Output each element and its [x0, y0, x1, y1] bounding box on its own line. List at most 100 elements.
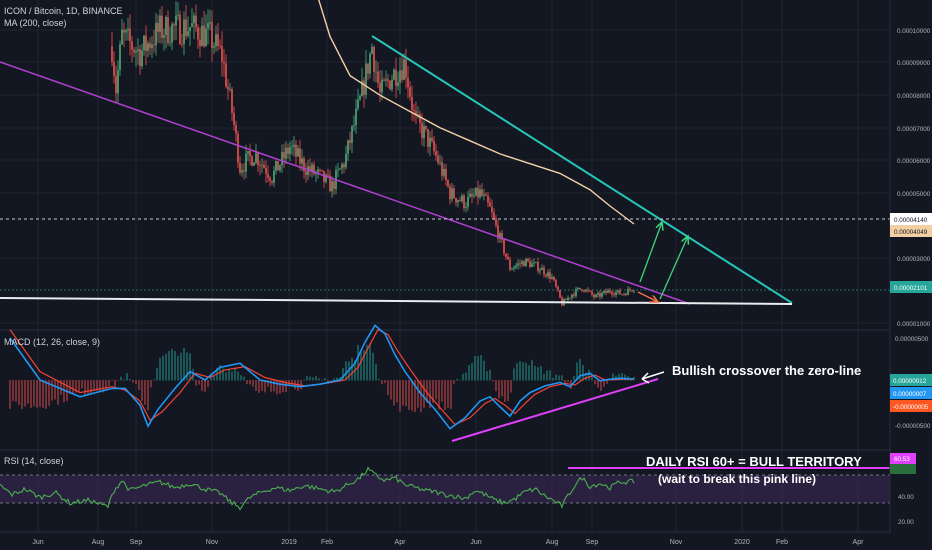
- candle-body: [133, 49, 135, 53]
- price-tick-label: 0.00008000: [897, 93, 931, 100]
- candle-body: [453, 188, 455, 199]
- candle-body: [285, 147, 287, 159]
- macd-histogram-bar: [435, 380, 437, 400]
- macd-histogram-bar: [624, 374, 626, 381]
- candle-body: [203, 25, 205, 47]
- macd-histogram-bar: [87, 380, 89, 394]
- candle-body: [361, 80, 363, 97]
- macd-histogram-bar: [273, 380, 275, 392]
- candle-body: [329, 175, 331, 192]
- macd-histogram-bar: [429, 380, 431, 409]
- macd-histogram-bar: [81, 380, 83, 389]
- candle-body: [437, 155, 439, 163]
- candle-body: [135, 51, 137, 53]
- candle-body: [433, 140, 435, 152]
- candle-body: [231, 89, 233, 113]
- candle-body: [287, 147, 289, 154]
- macd-histogram-bar: [363, 350, 365, 381]
- candle-body: [567, 297, 569, 301]
- candle-body: [185, 19, 187, 36]
- rsi-panel[interactable]: [0, 466, 890, 511]
- rsi-line: [0, 466, 635, 511]
- candle-body: [455, 198, 457, 203]
- macd-histogram-bar: [177, 355, 179, 381]
- candle-body: [629, 288, 631, 291]
- macd-histogram-bar: [168, 351, 170, 381]
- macd-histogram-bar: [555, 374, 557, 381]
- candle-body: [459, 200, 461, 202]
- candle-body: [573, 294, 575, 296]
- macd-tick-label: 0.00000500: [895, 336, 929, 343]
- macd-tick-label: -0.00000500: [895, 423, 931, 430]
- time-tick-label: Nov: [670, 539, 683, 546]
- price-label-badge: [890, 225, 932, 237]
- price-axis[interactable]: [890, 0, 932, 532]
- candle-body: [577, 287, 579, 289]
- candle-body: [423, 125, 425, 139]
- macd-histogram-bar: [396, 380, 398, 403]
- time-axis[interactable]: Jun Aug Sep Nov 2019 Feb Apr Jun Aug Sep Nov 2020 Fe…: [32, 539, 864, 546]
- candle-body: [539, 269, 541, 272]
- macd-histogram-bar: [72, 380, 74, 394]
- price-label-badge: [890, 281, 932, 293]
- macd-histogram-bar: [12, 380, 14, 401]
- candle-body: [271, 180, 273, 183]
- candle-body: [529, 261, 531, 267]
- time-tick-label: Jun: [470, 539, 481, 546]
- macd-histogram-bar: [537, 367, 539, 381]
- macd-histogram-bar: [459, 379, 461, 381]
- price-tick-label: 0.00006000: [897, 158, 931, 165]
- macd-histogram-bar: [90, 380, 92, 394]
- macd-histogram-bar: [27, 380, 29, 404]
- candle-body: [137, 49, 139, 52]
- candle-body: [525, 258, 527, 267]
- candle-body: [281, 152, 283, 166]
- candle-body: [139, 49, 141, 67]
- candle-body: [111, 46, 113, 62]
- macd-histogram-bar: [111, 380, 113, 381]
- macd-histogram-bar: [372, 352, 374, 381]
- macd-histogram-bar: [603, 380, 605, 387]
- macd-histogram-bar: [297, 380, 299, 391]
- candle-body: [239, 162, 241, 173]
- macd-histogram-bar: [567, 380, 569, 382]
- macd-signal-line: [9, 328, 635, 426]
- candle-body: [371, 46, 373, 54]
- macd-histogram-bar: [573, 376, 575, 381]
- macd-histogram-bar: [357, 344, 359, 381]
- price-label-text: 0.00004140: [894, 217, 928, 224]
- macd-histogram-bar: [324, 378, 326, 381]
- candle-body: [481, 189, 483, 196]
- candle-body: [151, 44, 153, 49]
- macd-histogram-bar: [33, 380, 35, 407]
- macd-support-trendline: [451, 378, 659, 442]
- macd-histogram-bar: [15, 380, 17, 402]
- macd-histogram-bar: [189, 353, 191, 381]
- candle-body: [321, 169, 323, 171]
- candle-body: [301, 158, 303, 164]
- candle-body: [583, 290, 585, 292]
- price-panel[interactable]: [0, 0, 890, 307]
- macd-histogram-bar: [234, 367, 236, 381]
- candle-body: [521, 261, 523, 264]
- macd-histogram-bar: [276, 380, 278, 395]
- candle-body: [531, 263, 533, 267]
- macd-legend: MACD (12, 26, close, 9): [4, 337, 100, 347]
- candle-body: [429, 137, 431, 147]
- candle-body: [617, 290, 619, 293]
- macd-histogram-bar: [534, 365, 536, 381]
- candle-body: [611, 292, 613, 295]
- candle-body: [365, 63, 367, 95]
- macd-histogram-bar: [423, 380, 425, 408]
- macd-panel[interactable]: [9, 324, 665, 442]
- candle-body: [513, 267, 515, 269]
- candle-body: [253, 162, 255, 166]
- macd-histogram-bar: [507, 380, 509, 402]
- time-tick-label: 2019: [281, 539, 297, 546]
- macd-histogram-bar: [258, 380, 260, 393]
- macd-histogram-bar: [375, 363, 377, 381]
- macd-histogram-bar: [579, 358, 581, 381]
- candle-body: [119, 44, 121, 71]
- candle-body: [131, 41, 133, 50]
